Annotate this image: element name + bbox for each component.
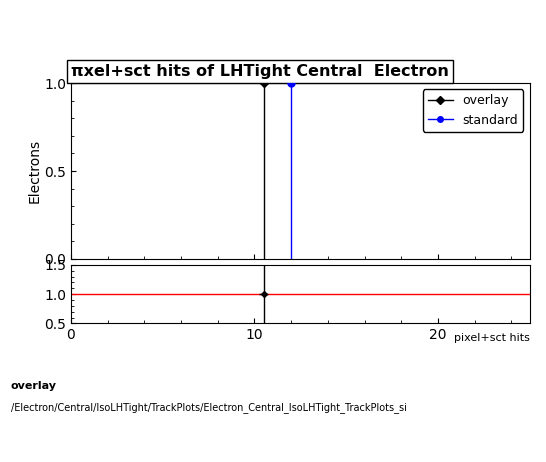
- Text: overlay: overlay: [11, 381, 57, 391]
- Text: /Electron/Central/IsoLHTight/TrackPlots/Electron_Central_IsoLHTight_TrackPlots_s: /Electron/Central/IsoLHTight/TrackPlots/…: [11, 402, 407, 413]
- Legend: overlay, standard: overlay, standard: [423, 90, 524, 132]
- Text: pixel+sct hits: pixel+sct hits: [454, 333, 530, 343]
- Text: πxel+sct hits of LHTight Central  Electron: πxel+sct hits of LHTight Central Electro…: [71, 64, 449, 79]
- Y-axis label: Electrons: Electrons: [27, 139, 41, 203]
